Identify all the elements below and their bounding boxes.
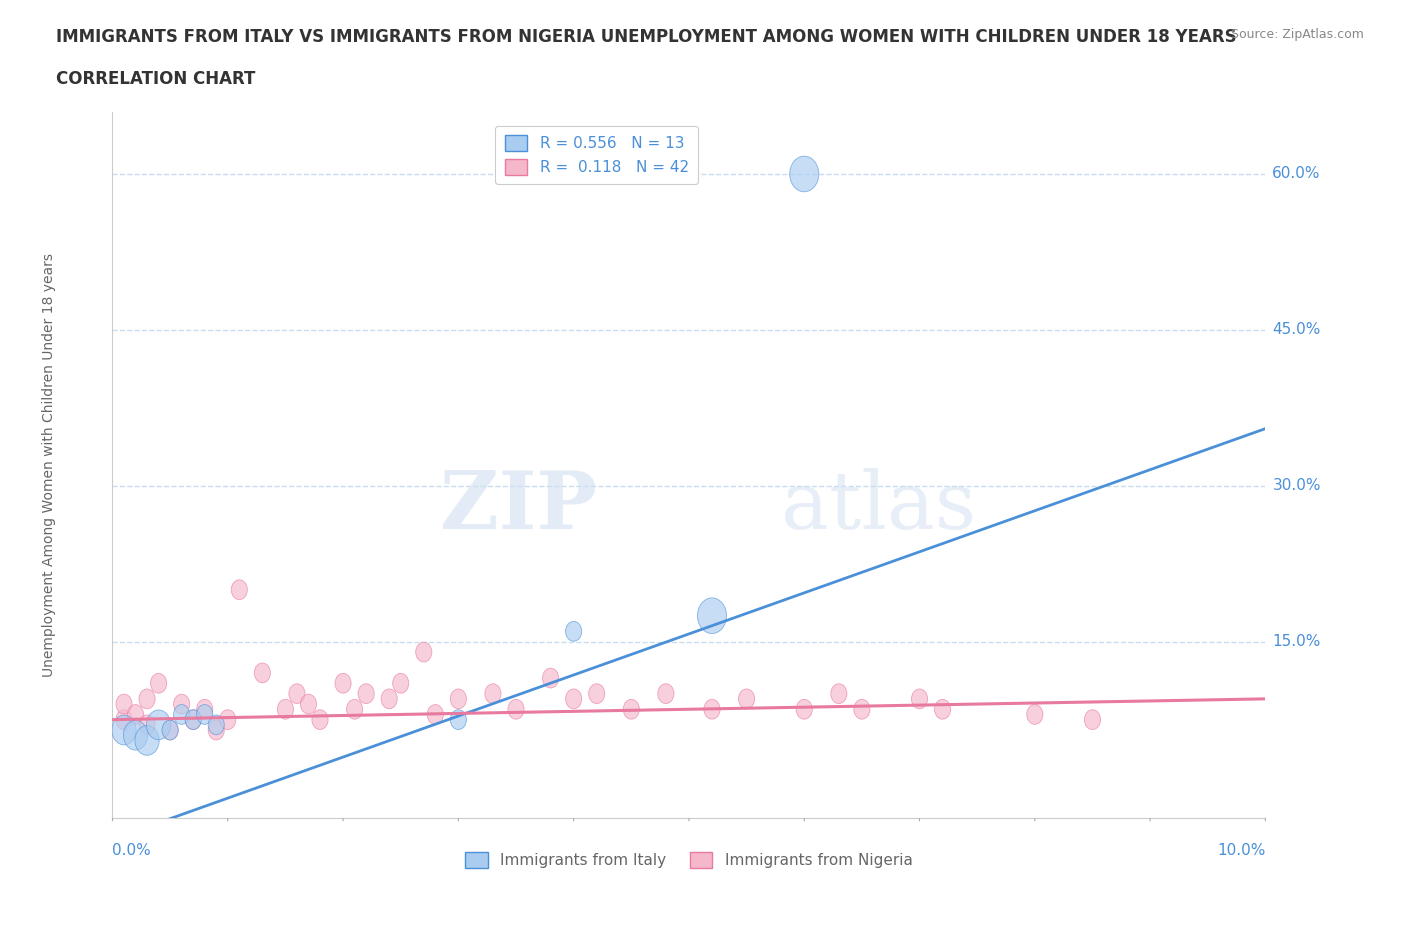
Ellipse shape [219,710,236,729]
Ellipse shape [623,699,640,719]
Text: Unemployment Among Women with Children Under 18 years: Unemployment Among Women with Children U… [42,253,56,677]
Ellipse shape [139,689,155,709]
Ellipse shape [277,699,294,719]
Ellipse shape [697,598,727,633]
Ellipse shape [115,694,132,714]
Ellipse shape [790,156,818,192]
Ellipse shape [450,689,467,709]
Text: 30.0%: 30.0% [1272,478,1320,493]
Ellipse shape [124,721,148,751]
Text: IMMIGRANTS FROM ITALY VS IMMIGRANTS FROM NIGERIA UNEMPLOYMENT AMONG WOMEN WITH C: IMMIGRANTS FROM ITALY VS IMMIGRANTS FROM… [56,28,1237,46]
Ellipse shape [162,720,179,740]
Ellipse shape [150,673,167,693]
Ellipse shape [543,668,558,688]
Ellipse shape [1026,705,1043,724]
Ellipse shape [658,684,673,704]
Ellipse shape [208,720,225,740]
Ellipse shape [508,699,524,719]
Ellipse shape [359,684,374,704]
Ellipse shape [1084,710,1101,729]
Ellipse shape [254,663,270,683]
Ellipse shape [231,579,247,600]
Text: 10.0%: 10.0% [1218,844,1265,858]
Ellipse shape [416,643,432,662]
Ellipse shape [186,710,201,729]
Ellipse shape [197,699,212,719]
Ellipse shape [589,684,605,704]
Ellipse shape [162,720,179,740]
Ellipse shape [139,715,155,735]
Ellipse shape [197,705,212,724]
Ellipse shape [112,715,136,745]
Ellipse shape [346,699,363,719]
Ellipse shape [381,689,398,709]
Ellipse shape [565,689,582,709]
Legend: Immigrants from Italy, Immigrants from Nigeria: Immigrants from Italy, Immigrants from N… [460,846,918,874]
Ellipse shape [935,699,950,719]
Ellipse shape [831,684,846,704]
Ellipse shape [288,684,305,704]
Text: 15.0%: 15.0% [1272,634,1320,649]
Ellipse shape [173,694,190,714]
Ellipse shape [186,710,201,729]
Ellipse shape [392,673,409,693]
Text: Source: ZipAtlas.com: Source: ZipAtlas.com [1230,28,1364,41]
Text: CORRELATION CHART: CORRELATION CHART [56,70,256,87]
Ellipse shape [485,684,501,704]
Text: ZIP: ZIP [440,469,596,547]
Ellipse shape [911,689,928,709]
Ellipse shape [312,710,328,729]
Ellipse shape [335,673,352,693]
Ellipse shape [427,705,443,724]
Ellipse shape [301,694,316,714]
Ellipse shape [115,710,132,729]
Ellipse shape [704,699,720,719]
Text: 60.0%: 60.0% [1272,166,1320,181]
Ellipse shape [128,705,143,724]
Ellipse shape [135,725,159,755]
Text: 45.0%: 45.0% [1272,323,1320,338]
Ellipse shape [796,699,813,719]
Ellipse shape [146,710,170,739]
Ellipse shape [853,699,870,719]
Ellipse shape [208,715,225,735]
Text: atlas: atlas [782,469,976,547]
Text: 0.0%: 0.0% [112,844,152,858]
Ellipse shape [565,621,582,641]
Ellipse shape [173,705,190,724]
Ellipse shape [450,710,467,729]
Ellipse shape [738,689,755,709]
